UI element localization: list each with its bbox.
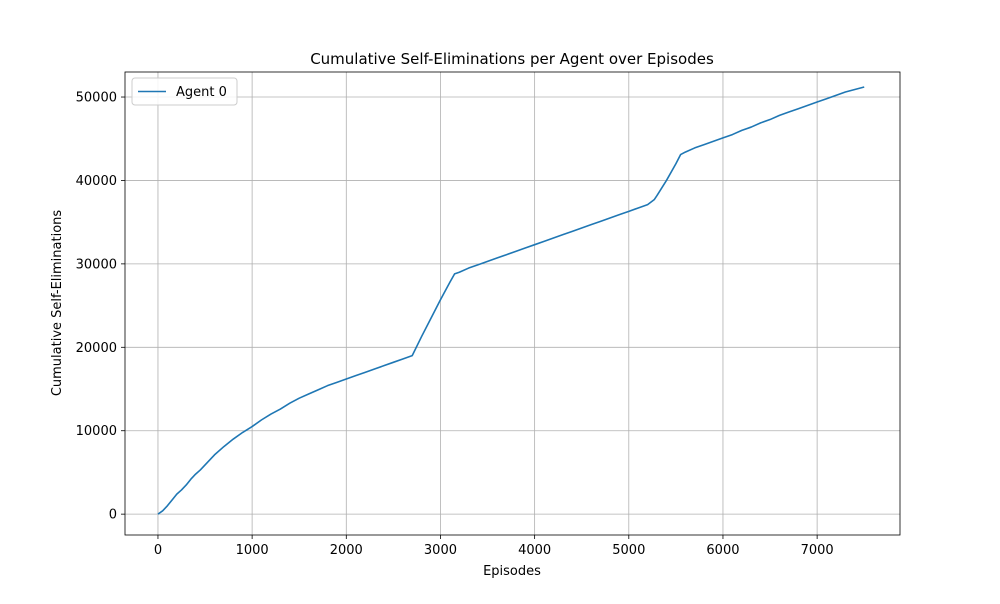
y-tick-label: 50000	[76, 91, 117, 106]
x-tick-label: 6000	[706, 543, 739, 558]
y-tick-label: 40000	[76, 174, 117, 189]
x-tick-label: 4000	[518, 543, 551, 558]
x-tick-label: 1000	[236, 543, 269, 558]
x-tick-label: 7000	[801, 543, 834, 558]
x-tick-label: 5000	[612, 543, 645, 558]
legend-box	[131, 77, 238, 106]
x-axis-label: Episodes	[483, 564, 541, 579]
y-tick-label: 20000	[76, 341, 117, 356]
x-tick-label: 0	[154, 543, 162, 558]
x-tick-label: 2000	[330, 543, 363, 558]
y-tick-label: 0	[109, 508, 117, 523]
x-tick-label: 3000	[424, 543, 457, 558]
grid-lines	[125, 72, 900, 535]
series-line-agent-0	[157, 86, 865, 515]
y-tick-label: 10000	[76, 424, 117, 439]
axis-ticks: 0 1000 2000 3000 4000 5000 6000 7000 0 10000 20000…	[76, 91, 834, 558]
chart-title: Cumulative Self-Eliminations per Agent o…	[310, 50, 714, 68]
legend-label: Agent 0	[176, 85, 227, 100]
series-lines	[157, 86, 865, 515]
y-axis-label: Cumulative Self-Eliminations	[50, 210, 65, 397]
plot-area-frame	[124, 71, 901, 536]
y-tick-label: 30000	[76, 257, 117, 272]
legend: Agent 0	[131, 77, 238, 106]
